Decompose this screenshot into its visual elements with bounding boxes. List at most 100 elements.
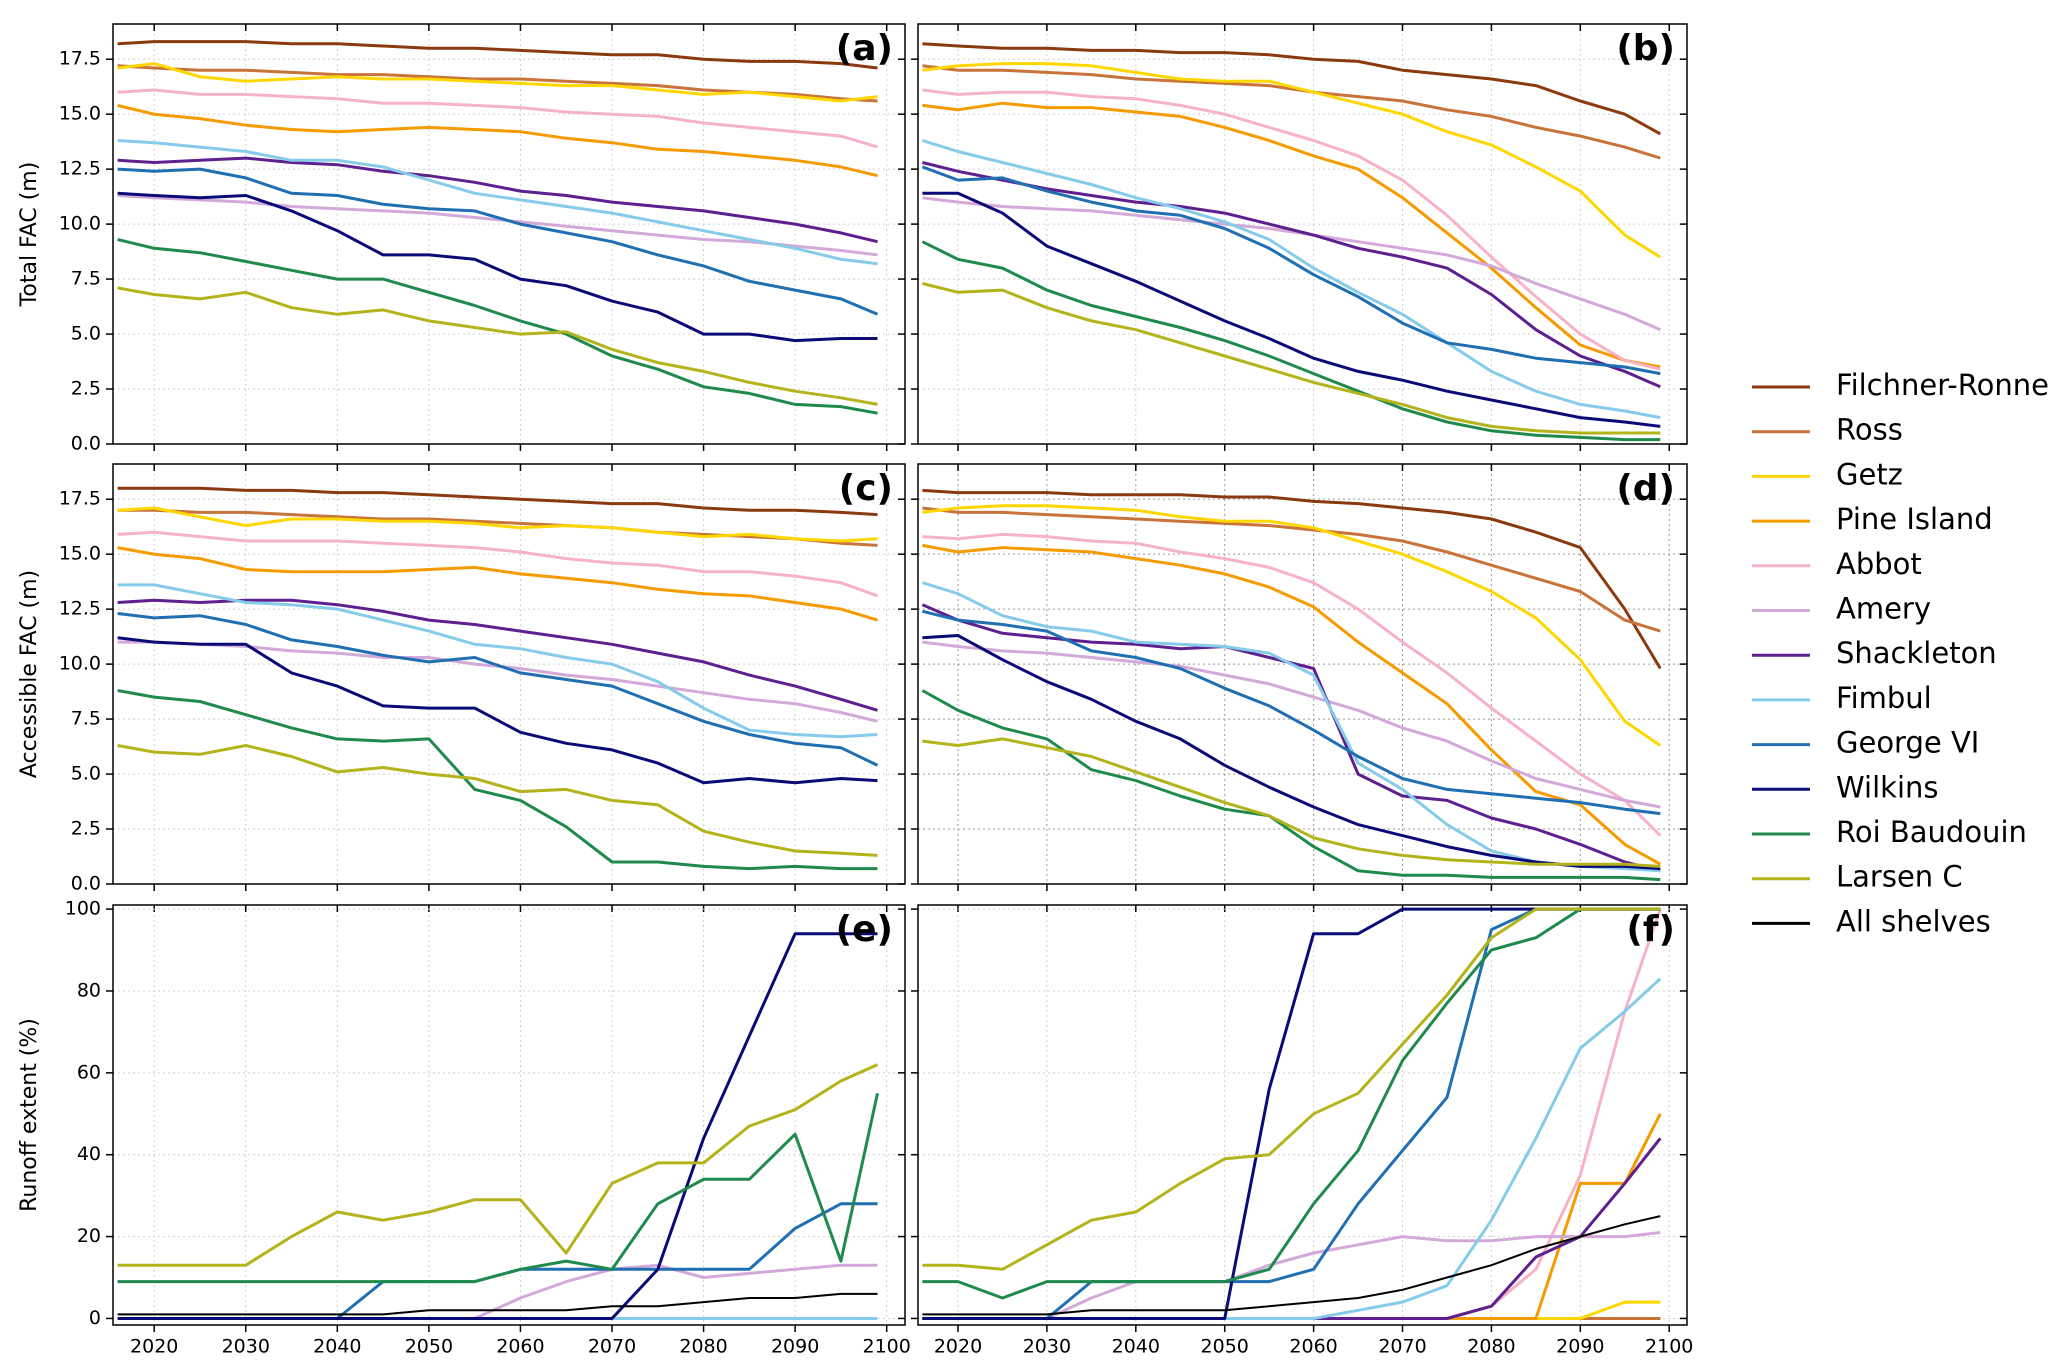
series-line [922, 532, 1662, 837]
series-line [117, 286, 878, 406]
x-tick-label: 2040 [313, 1336, 361, 1358]
panel: 0.0 2.5 5.0 7.5 10.0 12.5 15.0 17.5 (c) Accessibl… [17, 463, 906, 895]
series-line [922, 64, 1661, 160]
y-axis-label: Total FAC (m) [17, 162, 42, 308]
series-line [921, 240, 1661, 442]
series-line [117, 636, 878, 785]
legend: Filchner-Ronne Ross Getz Pine Island Abbot Am… [1752, 368, 2049, 938]
series-line [922, 977, 1662, 1320]
panel-label: (b) [1616, 28, 1675, 69]
y-tick-label: 10.0 [59, 653, 101, 675]
series-line [922, 543, 1662, 866]
y-tick-label: 0.0 [71, 433, 101, 455]
series-line [117, 1292, 878, 1316]
series-line [922, 88, 1661, 371]
series-line [922, 737, 1661, 868]
x-tick-label: 2090 [1556, 1336, 1604, 1358]
y-tick-label: 20 [77, 1225, 101, 1247]
x-tick-label: 2080 [1467, 1336, 1515, 1358]
frame [112, 904, 906, 1326]
y-tick-label: 12.5 [59, 598, 101, 620]
series-line [922, 161, 1661, 389]
y-tick-label: 17.5 [59, 488, 101, 510]
frame [112, 463, 906, 885]
y-tick-label: 40 [77, 1143, 101, 1165]
y-tick-label: 12.5 [59, 158, 101, 180]
y-axis-label: Runoff extent (%) [17, 1018, 42, 1212]
legend-label: Fimbul [1836, 681, 1932, 715]
series-line [117, 583, 878, 739]
y-tick-label: 5.0 [71, 323, 101, 345]
series-line [922, 609, 1661, 816]
x-tick-label: 2050 [1201, 1336, 1249, 1358]
legend-label: Shackleton [1836, 636, 1997, 670]
series-line [922, 191, 1661, 428]
series-line [117, 598, 878, 712]
y-tick-label: 2.5 [71, 818, 101, 840]
series-line [117, 40, 878, 70]
y-axis-label: Accessible FAC (m) [17, 570, 42, 778]
series-line [117, 689, 878, 871]
series-line [922, 907, 1661, 1300]
series-line [117, 486, 878, 517]
x-tick-label: 2070 [588, 1336, 636, 1358]
legend-label: Larsen C [1836, 860, 1963, 894]
series-line [117, 530, 879, 598]
series-line [922, 640, 1661, 809]
y-tick-label: 10.0 [59, 213, 101, 235]
series-line [921, 689, 1661, 882]
series-line [117, 194, 878, 257]
series-line [117, 88, 878, 149]
series-line [922, 42, 1662, 136]
y-tick-label: 100 [65, 898, 101, 920]
x-tick-label: 2100 [863, 1336, 911, 1358]
x-tick-label: 2090 [771, 1336, 819, 1358]
y-tick-label: 7.5 [71, 708, 101, 730]
panel-label: (d) [1616, 468, 1675, 509]
legend-label: Pine Island [1836, 502, 1993, 536]
series-line [117, 139, 878, 266]
series-line [117, 744, 878, 857]
y-tick-label: 0 [89, 1307, 101, 1329]
series-line [922, 488, 1662, 670]
y-tick-label: 5.0 [71, 763, 101, 785]
series-line [117, 103, 878, 178]
legend-label: Getz [1836, 457, 1903, 491]
panel: 2020 2030 2040 2050 2060 2070 2080 2090 2100 (f) [911, 904, 1693, 1358]
x-tick-label: 2020 [934, 1336, 982, 1358]
y-tick-label: 80 [77, 979, 101, 1001]
y-tick-label: 15.0 [59, 543, 101, 565]
series-line [117, 1092, 879, 1284]
series-line [922, 1137, 1662, 1320]
series-line [117, 546, 878, 622]
y-tick-label: 15.0 [59, 103, 101, 125]
legend-label: Wilkins [1836, 770, 1939, 804]
x-tick-label: 2030 [1023, 1336, 1071, 1358]
x-tick-label: 2070 [1378, 1336, 1426, 1358]
legend-label: Roi Baudouin [1836, 815, 2027, 849]
x-tick-label: 2100 [1645, 1336, 1693, 1358]
panel: 2020 2030 2040 2050 2060 2070 2080 2090 21000204… [17, 898, 911, 1358]
series-line [922, 907, 1661, 1271]
series-line [922, 101, 1661, 369]
series-line [922, 62, 1662, 259]
series-line [117, 612, 879, 767]
series-line [922, 196, 1661, 332]
x-tick-label: 2040 [1112, 1336, 1160, 1358]
series-line [921, 165, 1661, 376]
legend-label: Ross [1836, 413, 1903, 447]
panel-label: (a) [836, 28, 893, 69]
panel: (b) [911, 23, 1688, 451]
x-tick-label: 2080 [679, 1336, 727, 1358]
x-tick-label: 2050 [405, 1336, 453, 1358]
series-line [921, 139, 1661, 420]
series-line [117, 932, 878, 1320]
y-tick-label: 2.5 [71, 378, 101, 400]
panel-label: (f) [1626, 909, 1675, 950]
series-line [117, 62, 878, 103]
frame [917, 463, 1688, 885]
series-line [117, 238, 878, 415]
x-tick-label: 2020 [130, 1336, 178, 1358]
frame [112, 23, 906, 445]
